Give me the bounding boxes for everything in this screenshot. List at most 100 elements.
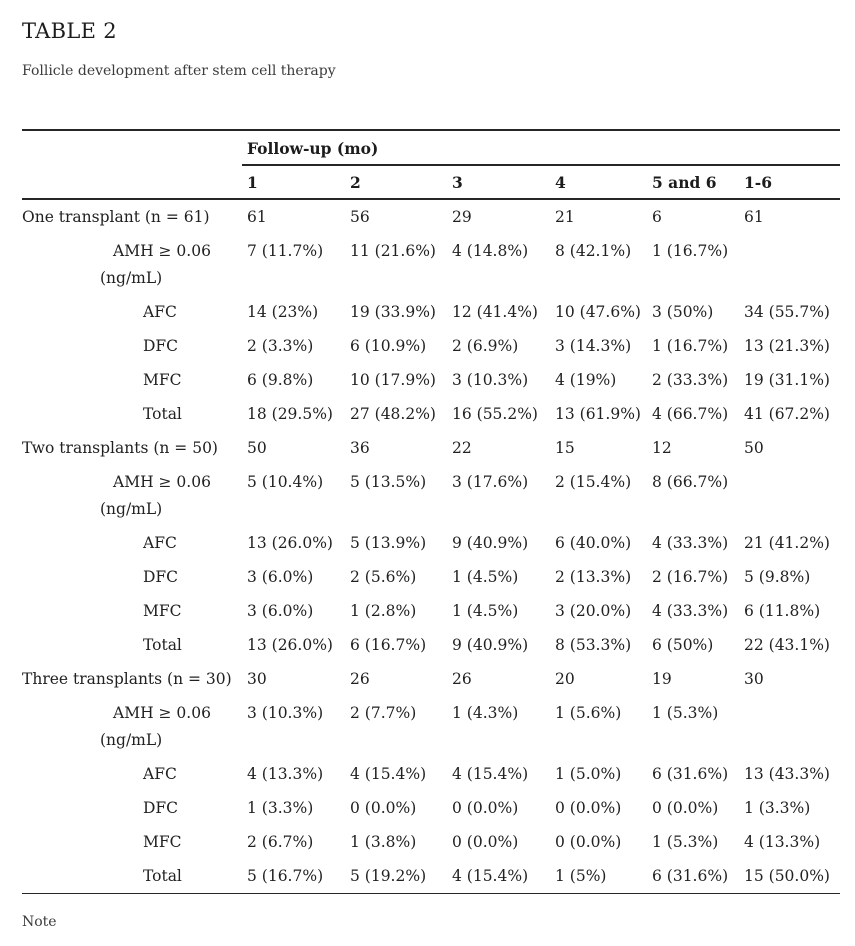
column-header-2: 2 <box>345 165 447 200</box>
data-cell-col-2: 1 (3.8%) <box>350 832 417 851</box>
data-cell-col-5: 6 <box>652 207 662 226</box>
data-cell-col-1: 13 (26.0%) <box>247 635 333 654</box>
data-cell-col-6: 15 (50.0%) <box>744 866 830 885</box>
row-label: DFC <box>143 798 179 817</box>
row-label-line1: AMH ≥ 0.06 <box>113 703 211 722</box>
column-header-6: 1-6 <box>739 165 840 200</box>
data-cell-col-5: 3 (50%) <box>652 302 714 321</box>
data-cell-col-2: 19 (33.9%) <box>350 302 436 321</box>
data-cell-col-4: 1 (5.0%) <box>555 764 622 783</box>
table-row: Total 5 (16.7%) 5 (19.2%) 4 (15.4%) 1 (5%) 6 … <box>22 859 840 894</box>
data-cell-col-2: 11 (21.6%) <box>350 241 436 260</box>
data-cell-col-5: 4 (33.3%) <box>652 533 729 552</box>
data-cell-col-3: 22 <box>452 438 472 457</box>
data-cell-col-2: 2 (7.7%) <box>350 703 417 722</box>
note-text: Note <box>22 914 57 930</box>
group-header-cell: Follow-up (mo) <box>242 130 840 166</box>
data-cell-col-4: 4 (19%) <box>555 370 617 389</box>
data-cell-col-3: 1 (4.5%) <box>452 601 519 620</box>
data-cell-col-6: 6 (11.8%) <box>744 601 821 620</box>
table-row: Total 18 (29.5%) 27 (48.2%) 16 (55.2%) 13 (6… <box>22 397 840 431</box>
data-cell-col-5: 4 (66.7%) <box>652 404 729 423</box>
data-cell-col-6: 41 (67.2%) <box>744 404 830 423</box>
data-cell-col-2: 6 (16.7%) <box>350 635 427 654</box>
data-cell-col-6 <box>739 234 840 295</box>
row-label: AFC <box>143 533 177 552</box>
data-cell-col-3: 4 (15.4%) <box>452 866 529 885</box>
data-cell-col-5: 6 (50%) <box>652 635 714 654</box>
data-cell-col-5: 2 (33.3%) <box>652 370 729 389</box>
data-cell-col-5: 6 (31.6%) <box>652 764 729 783</box>
data-cell-col-3: 29 <box>452 207 472 226</box>
data-cell-col-4: 3 (14.3%) <box>555 336 632 355</box>
table-row: AFC 4 (13.3%) 4 (15.4%) 4 (15.4%) 1 (5.0%) 6 … <box>22 757 840 791</box>
table-caption: Follicle development after stem cell the… <box>22 63 336 79</box>
data-cell-col-2: 1 (2.8%) <box>350 601 417 620</box>
row-label: MFC <box>143 601 182 620</box>
table-row: MFC 6 (9.8%) 10 (17.9%) 3 (10.3%) 4 (19%) 2 (… <box>22 363 840 397</box>
column-header-3: 3 <box>447 165 550 200</box>
row-label: AMH ≥ 0.06 (ng/mL) <box>22 696 242 757</box>
data-cell-col-2: 2 (5.6%) <box>350 567 417 586</box>
data-cell-col-2: 0 (0.0%) <box>350 798 417 817</box>
data-cell-col-2: 27 (48.2%) <box>350 404 436 423</box>
row-label: MFC <box>143 370 182 389</box>
table-row: DFC 1 (3.3%) 0 (0.0%) 0 (0.0%) 0 (0.0%) 0 (0.… <box>22 791 840 825</box>
data-cell-col-4: 10 (47.6%) <box>555 302 641 321</box>
row-label-line1: AMH ≥ 0.06 <box>113 472 211 491</box>
table-row: AFC 14 (23%) 19 (33.9%) 12 (41.4%) 10 (47.6%… <box>22 295 840 329</box>
data-cell-col-2: 10 (17.9%) <box>350 370 436 389</box>
row-label-line1: AMH ≥ 0.06 <box>113 241 211 260</box>
data-cell-col-1: 3 (6.0%) <box>247 567 314 586</box>
data-cell-col-6: 61 <box>744 207 764 226</box>
row-label-line2: (ng/mL) <box>100 730 163 749</box>
data-cell-col-1: 5 (16.7%) <box>247 866 324 885</box>
data-cell-col-1: 13 (26.0%) <box>247 533 333 552</box>
row-label-line2: (ng/mL) <box>100 268 163 287</box>
section-label: Three transplants (n = 30) <box>22 669 232 688</box>
data-cell-col-5: 4 (33.3%) <box>652 601 729 620</box>
column-header-5: 5 and 6 <box>647 165 739 200</box>
data-cell-col-5: 1 (5.3%) <box>652 832 719 851</box>
data-cell-col-2: 26 <box>350 669 370 688</box>
table-row: AMH ≥ 0.06 (ng/mL) 3 (10.3%) 2 (7.7%) 1 (4.3… <box>22 696 840 757</box>
data-cell-col-4: 0 (0.0%) <box>555 832 622 851</box>
data-cell-col-2: 5 (13.5%) <box>350 472 427 491</box>
data-cell-col-4: 8 (42.1%) <box>555 241 632 260</box>
row-label: AMH ≥ 0.06 (ng/mL) <box>22 465 242 526</box>
data-cell-col-4: 21 <box>555 207 575 226</box>
data-cell-col-4: 0 (0.0%) <box>555 798 622 817</box>
data-cell-col-1: 3 (10.3%) <box>247 703 324 722</box>
data-cell-col-2: 5 (13.9%) <box>350 533 427 552</box>
data-cell-col-4: 2 (13.3%) <box>555 567 632 586</box>
row-label: MFC <box>143 832 182 851</box>
data-cell-col-3: 1 (4.3%) <box>452 703 519 722</box>
row-label: Total <box>143 866 182 885</box>
data-cell-col-5: 19 <box>652 669 672 688</box>
data-cell-col-1: 4 (13.3%) <box>247 764 324 783</box>
data-cell-col-6: 22 (43.1%) <box>744 635 830 654</box>
data-cell-col-4: 6 (40.0%) <box>555 533 632 552</box>
table-row: DFC 2 (3.3%) 6 (10.9%) 2 (6.9%) 3 (14.3%) 1 (… <box>22 329 840 363</box>
section-label: One transplant (n = 61) <box>22 207 210 226</box>
data-cell-col-4: 8 (53.3%) <box>555 635 632 654</box>
column-header-1: 1 <box>242 165 345 200</box>
data-cell-col-1: 1 (3.3%) <box>247 798 314 817</box>
data-cell-col-4: 3 (20.0%) <box>555 601 632 620</box>
data-cell-col-3: 26 <box>452 669 472 688</box>
data-cell-col-1: 30 <box>247 669 267 688</box>
table-body: One transplant (n = 61) 61 56 29 21 6 61 AMH ≥ … <box>22 199 840 894</box>
data-cell-col-2: 4 (15.4%) <box>350 764 427 783</box>
data-cell-col-1: 50 <box>247 438 267 457</box>
data-cell-col-4: 1 (5%) <box>555 866 607 885</box>
data-cell-col-4: 15 <box>555 438 575 457</box>
data-cell-col-3: 9 (40.9%) <box>452 533 529 552</box>
data-cell-col-1: 5 (10.4%) <box>247 472 324 491</box>
group-header-row: Follow-up (mo) <box>22 130 840 166</box>
data-cell-col-3: 16 (55.2%) <box>452 404 538 423</box>
data-cell-col-6: 4 (13.3%) <box>744 832 821 851</box>
